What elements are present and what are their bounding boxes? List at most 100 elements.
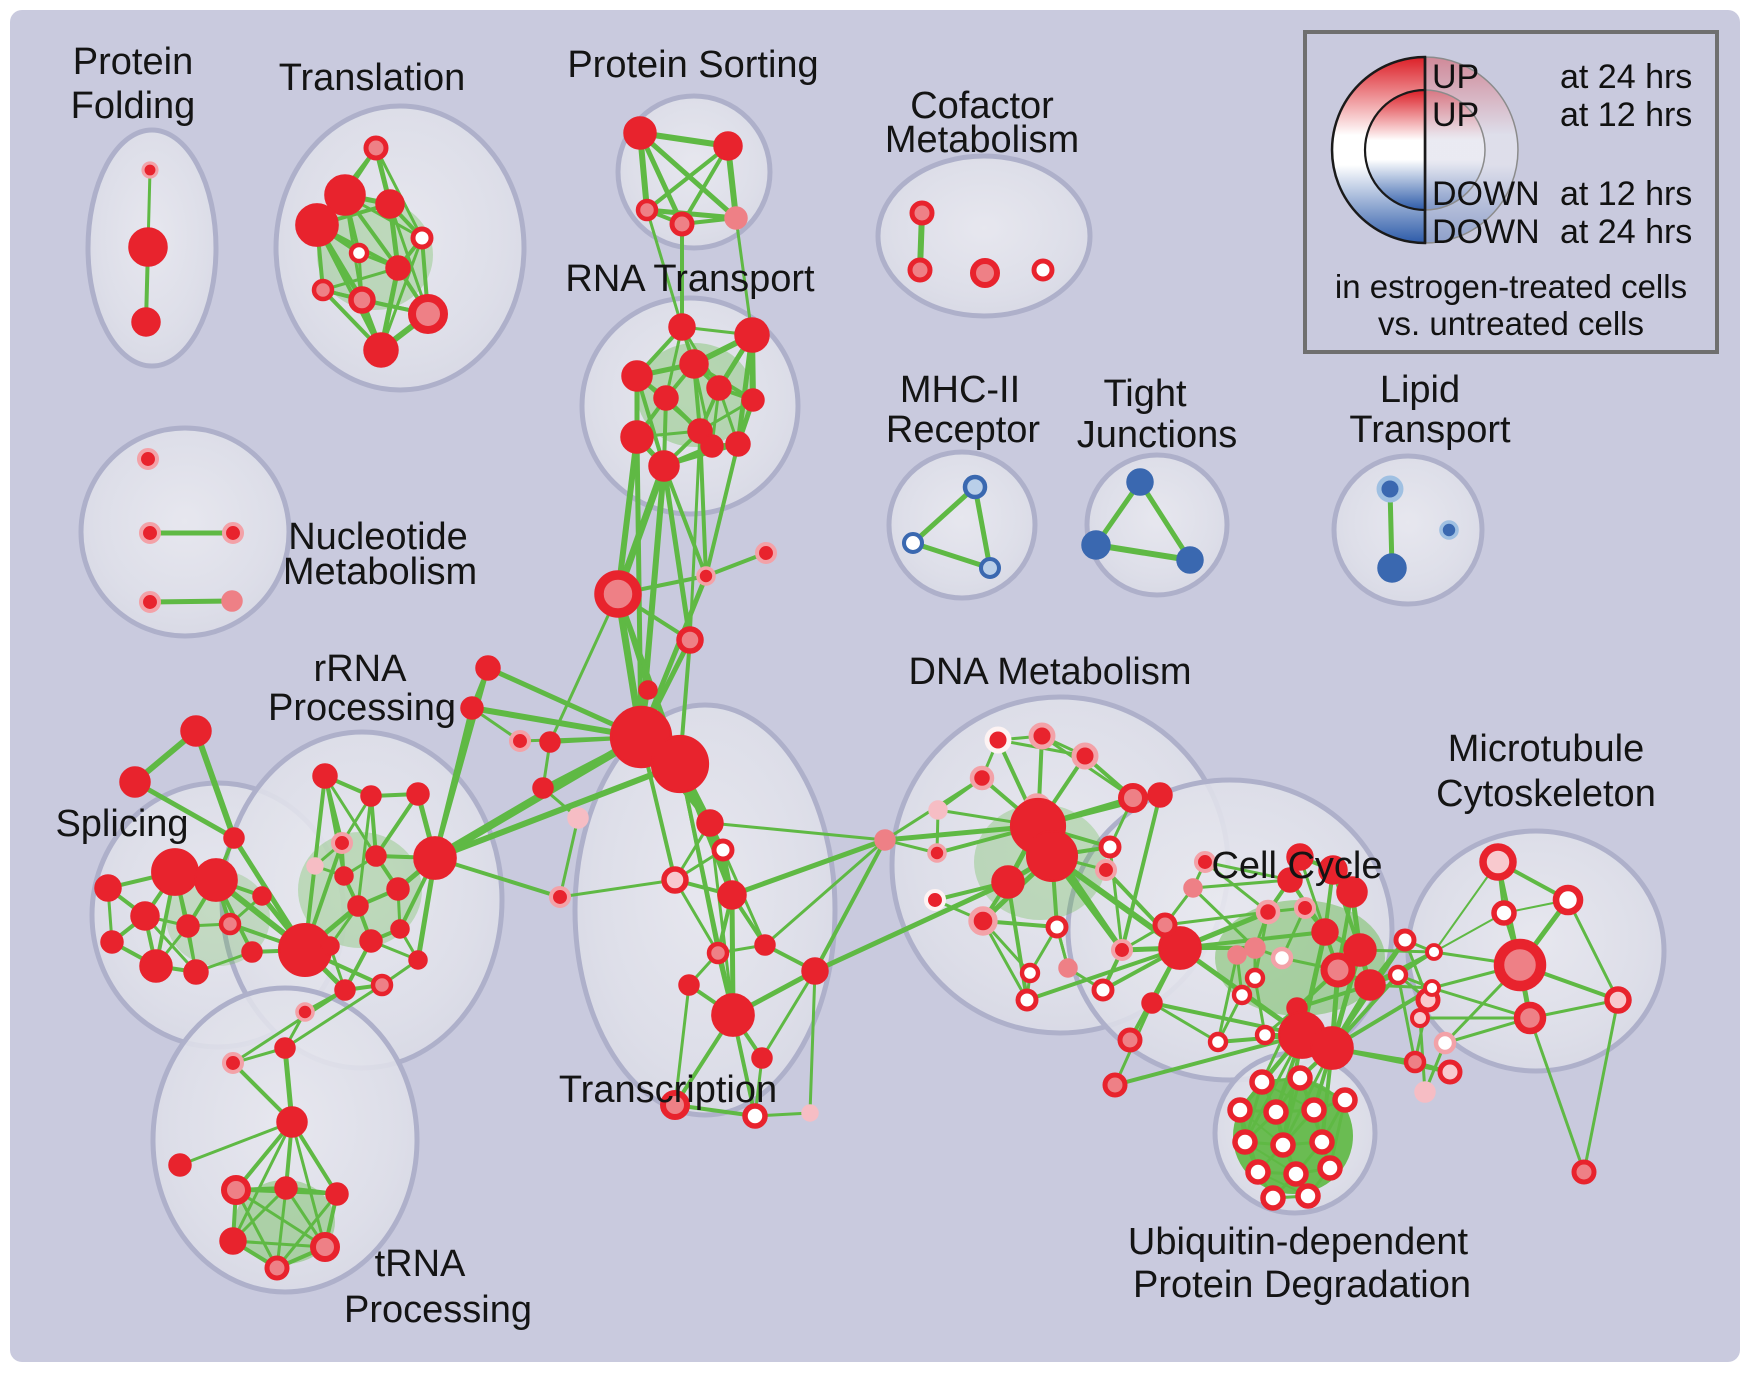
node-R-73 [312, 763, 338, 789]
edge [321, 266, 400, 292]
edge [910, 540, 993, 571]
legend-wheel-half [1363, 88, 1427, 212]
edge [234, 1188, 327, 1249]
edge [548, 592, 620, 744]
edge [193, 728, 237, 841]
node-R-47 [700, 434, 724, 458]
cluster-label-rrna-processing: Processing [268, 687, 456, 729]
node-R-129 [1147, 782, 1173, 808]
node-Rw-193 [1425, 943, 1443, 961]
node-R-83 [347, 895, 369, 917]
node-wP-154 [1270, 946, 1294, 970]
node-R-114 [751, 1047, 773, 1069]
node-R-93 [276, 1106, 308, 1138]
node-Rw-7 [348, 242, 370, 264]
node-pR-50 [696, 566, 716, 586]
cluster-label-mhc-ii-receptor: MHC-II [900, 369, 1020, 411]
node-pR-78 [330, 831, 354, 855]
node-R-6 [295, 203, 339, 247]
edge [910, 484, 978, 546]
legend-time-label: at 24 hrs [1560, 213, 1692, 251]
edge [1120, 793, 1162, 952]
node-R-145 [1277, 867, 1303, 893]
edge [813, 838, 887, 973]
cluster-label-tight-junctions: Tight [1103, 373, 1187, 415]
cluster-label-protein-sorting: Protein Sorting [567, 44, 818, 86]
node-Pl-79 [306, 857, 324, 875]
node-Rp-52 [676, 626, 704, 654]
node-pR-33 [138, 521, 162, 545]
node-Rp-88 [370, 973, 394, 997]
node-Rw-136 [1019, 962, 1041, 984]
node-R-45 [620, 420, 654, 454]
node-Rlp-169 [1437, 1059, 1463, 1085]
node-R-171 [1141, 992, 1163, 1014]
node-pR-142 [1094, 858, 1118, 882]
node-R-58 [223, 827, 245, 849]
node-Rw-165 [1393, 928, 1417, 952]
edge [812, 879, 1011, 974]
legend-direction-label: UP [1432, 96, 1479, 134]
node-R-82 [386, 877, 410, 901]
legend-time-label: at 12 hrs [1560, 175, 1692, 213]
node-R-60 [460, 696, 484, 720]
node-R-65 [176, 914, 200, 938]
node-Rw-134 [1045, 915, 1069, 939]
node-R-152 [1343, 933, 1377, 967]
node-Rw-166 [1387, 964, 1409, 986]
cluster-lipid-transport [1331, 453, 1485, 607]
node-Rp-10 [311, 278, 335, 302]
node-pR-144 [1193, 850, 1217, 874]
edge [645, 208, 684, 329]
node-Rp-128 [1118, 783, 1148, 813]
node-R-71 [252, 886, 272, 906]
node-Rp-110 [706, 941, 730, 965]
node-Rw-188 [1552, 884, 1584, 916]
node-Pl-117 [801, 1104, 819, 1122]
node-lB-29 [1376, 475, 1404, 503]
node-R-98 [219, 1227, 247, 1255]
node-R-91 [274, 1037, 296, 1059]
node-R-2 [131, 307, 161, 337]
node-Rw-105 [711, 838, 735, 862]
node-Pl-122 [928, 800, 948, 820]
node-P-153 [1244, 937, 1266, 959]
node-Rw-163 [1207, 1031, 1229, 1053]
edge [735, 332, 755, 447]
node-P-155 [1227, 945, 1247, 965]
node-pR-133 [968, 906, 998, 936]
edge [1150, 1001, 1220, 1044]
node-P-137 [1058, 958, 1078, 978]
node-R-113 [711, 993, 755, 1037]
node-R-81 [365, 845, 387, 867]
edge [1216, 953, 1239, 1044]
cluster-label-microtubule-cytoskeleton: Cytoskeleton [1436, 773, 1656, 815]
node-R-90 [408, 950, 428, 970]
node-Rp-17 [669, 211, 695, 237]
node-R-85 [359, 929, 383, 953]
edge [323, 774, 378, 858]
node-R-53 [638, 680, 658, 700]
node-Rp-99 [310, 1232, 340, 1262]
node-Rw-180 [1270, 1132, 1296, 1158]
cluster-label-mhc-ii-receptor: Receptor [886, 409, 1041, 451]
node-Rw-178 [1332, 1087, 1358, 1113]
node-pR-108 [548, 885, 572, 909]
edge [734, 216, 754, 337]
edge [374, 792, 420, 858]
edge [662, 464, 708, 578]
node-Rw-177 [1301, 1097, 1327, 1123]
node-R-13 [363, 332, 399, 368]
cluster-label-protein-folding: Protein [73, 41, 193, 83]
node-P-36 [221, 590, 243, 612]
node-R-14 [623, 116, 657, 150]
edge [323, 774, 346, 878]
node-R-68 [183, 959, 209, 985]
node-Rp-190 [1493, 938, 1547, 992]
node-Rp-198 [1571, 1159, 1597, 1185]
edge [760, 969, 817, 1060]
edge [379, 236, 424, 352]
cluster-label-splicing: Splicing [55, 803, 188, 845]
node-wR-132 [923, 888, 947, 912]
edge [132, 779, 237, 841]
